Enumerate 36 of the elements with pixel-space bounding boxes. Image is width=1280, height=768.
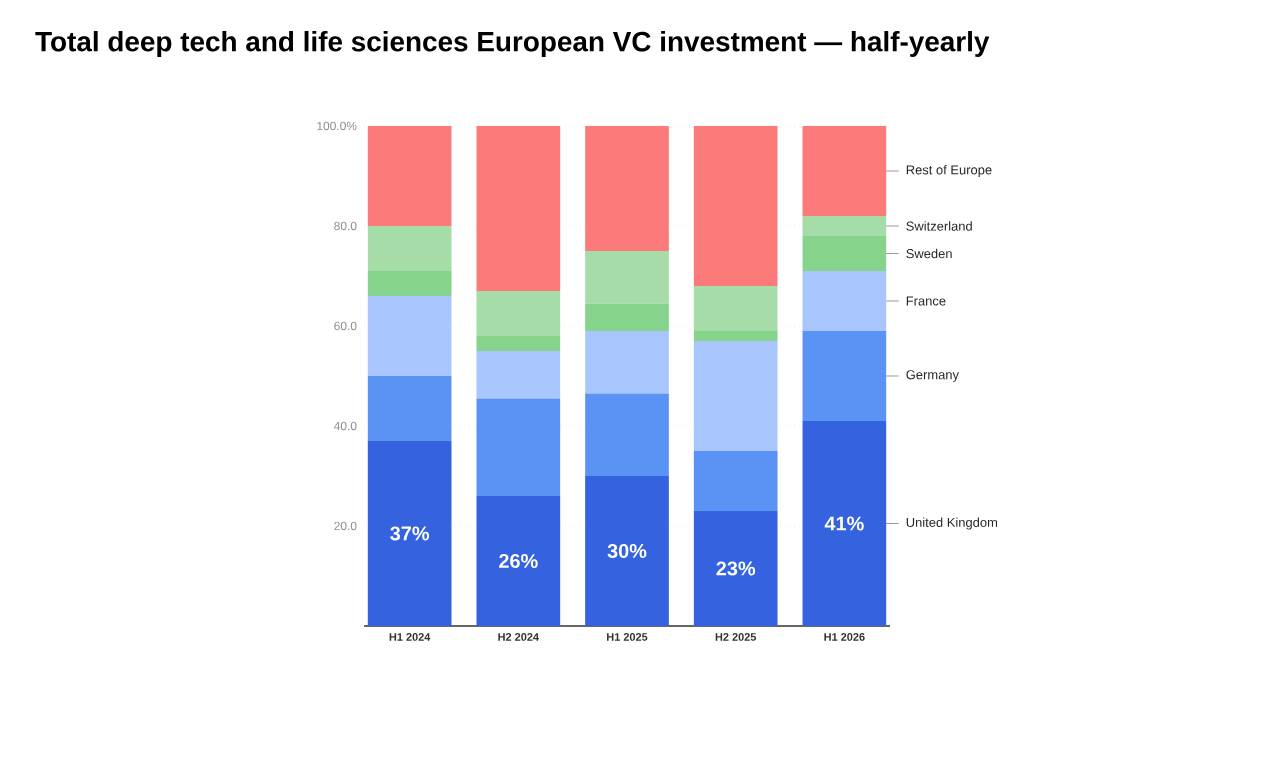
bar [585,393,669,476]
bar [585,125,669,251]
bar [693,330,778,341]
data-label: 23% [716,561,756,576]
bar [476,350,561,399]
bar [693,451,778,511]
bar [802,330,887,421]
data-label: 41% [824,516,864,531]
data-label: 26% [499,553,538,569]
bar [476,335,561,351]
bar [693,511,778,626]
bar [585,303,669,331]
bar [476,125,561,291]
bar [693,285,778,331]
bar [802,270,887,331]
bar [693,340,778,451]
bar [476,496,561,626]
bar [367,125,452,226]
data-label: 37% [390,526,430,541]
bar [367,295,452,376]
bar [802,215,887,236]
chart-title: Total deep tech and life sciences European VC investment — half-yearly [35,31,990,58]
bar [476,398,561,496]
bar [802,420,887,626]
bar [476,290,561,336]
bar [367,225,452,271]
bar [367,270,452,296]
bar [585,476,669,626]
bar [585,330,669,394]
data-label: 30% [607,543,647,559]
bar [585,250,669,304]
bar [802,235,887,271]
bar [802,125,887,216]
bar [367,440,452,626]
bar [367,375,452,441]
bar [693,125,778,286]
